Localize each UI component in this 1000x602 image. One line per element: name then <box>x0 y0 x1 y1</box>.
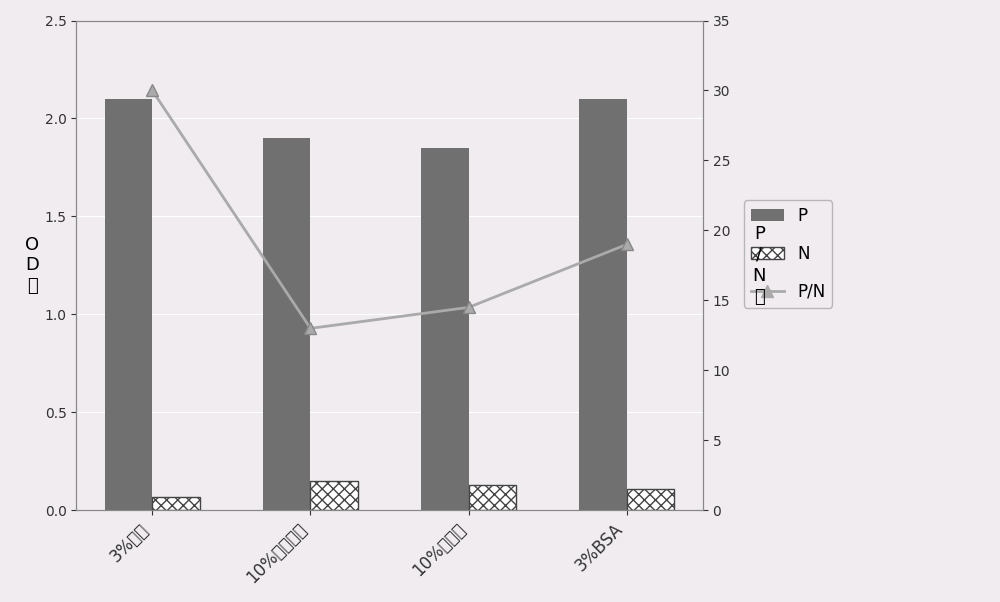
Bar <box>579 99 627 510</box>
Line: P/N: P/N <box>146 84 633 335</box>
P/N <box>304 324 316 332</box>
Bar <box>421 148 469 510</box>
Bar <box>105 99 152 510</box>
Bar <box>469 485 516 510</box>
Y-axis label: P
/
N
值: P / N 值 <box>752 225 766 306</box>
Bar <box>627 489 674 510</box>
Legend: P, N, P/N: P, N, P/N <box>744 200 832 308</box>
Bar <box>310 481 358 510</box>
P/N <box>463 304 475 311</box>
Bar <box>263 138 310 510</box>
P/N <box>146 87 158 94</box>
Y-axis label: O
D
值: O D 值 <box>25 235 40 295</box>
Bar <box>152 497 200 510</box>
P/N <box>621 241 633 248</box>
